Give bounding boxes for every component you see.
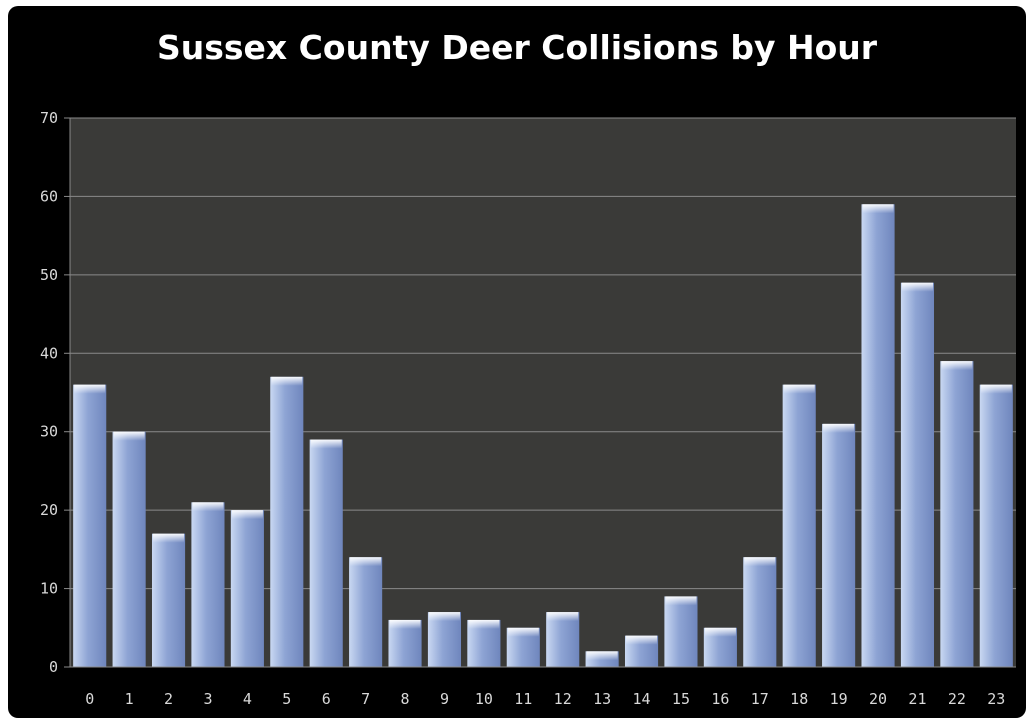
- y-tick-label: 0: [49, 658, 58, 676]
- bar-hour-12: [546, 612, 580, 667]
- bar-highlight: [980, 384, 1012, 394]
- x-tick-label: 0: [85, 690, 94, 708]
- bar-hour-17: [743, 557, 777, 667]
- bar-highlight: [428, 612, 461, 622]
- plot-area: [70, 118, 1016, 667]
- bars: [73, 204, 1013, 667]
- bar-highlight: [231, 510, 263, 520]
- x-tick-label: 2: [164, 690, 173, 708]
- x-tick-label: 1: [125, 690, 134, 708]
- bar-hour-2: [151, 533, 186, 667]
- bar-hour-21: [900, 282, 935, 667]
- bar-hour-1: [112, 431, 146, 667]
- bar-highlight: [625, 635, 658, 645]
- bar-highlight: [823, 423, 855, 433]
- bar-hour-0: [73, 384, 107, 667]
- y-tick-label: 40: [40, 344, 58, 362]
- bar-hour-4: [230, 510, 264, 667]
- bar-hour-23: [979, 384, 1013, 667]
- x-tick-label: 12: [554, 690, 572, 708]
- bar-highlight: [271, 376, 303, 386]
- bar-highlight: [192, 502, 224, 512]
- x-tick-label: 13: [593, 690, 611, 708]
- bar-highlight: [468, 619, 500, 629]
- bar-hour-20: [861, 204, 895, 667]
- bar-highlight: [901, 282, 934, 292]
- bar-highlight: [586, 651, 618, 661]
- bar-highlight: [310, 439, 342, 449]
- x-tick-label: 18: [790, 690, 808, 708]
- bar-highlight: [74, 384, 106, 394]
- bar-highlight: [152, 533, 185, 543]
- x-tick-label: 3: [203, 690, 212, 708]
- bar-highlight: [113, 431, 145, 441]
- bar-hour-6: [309, 439, 343, 667]
- y-tick-label: 70: [40, 109, 58, 127]
- bar-highlight: [941, 361, 973, 371]
- bar-highlight: [862, 204, 894, 214]
- x-tick-label: 5: [282, 690, 291, 708]
- x-tick-label: 4: [243, 690, 252, 708]
- bar-hour-9: [427, 612, 462, 667]
- x-tick-label: 8: [401, 690, 410, 708]
- bar-highlight: [704, 627, 736, 637]
- x-tick-label: 6: [322, 690, 331, 708]
- y-tick-label: 10: [40, 580, 58, 598]
- x-tick-label: 16: [711, 690, 729, 708]
- bar-hour-3: [191, 502, 225, 667]
- bar-highlight: [389, 619, 421, 629]
- x-tick-label: 19: [830, 690, 848, 708]
- y-tick-label: 30: [40, 423, 58, 441]
- bar-highlight: [783, 384, 815, 394]
- bar-highlight: [744, 557, 776, 567]
- bar-hour-7: [349, 557, 383, 667]
- chart-title: Sussex County Deer Collisions by Hour: [156, 28, 878, 67]
- bar-hour-18: [782, 384, 816, 667]
- y-tick-label: 60: [40, 187, 58, 205]
- x-tick-label: 11: [514, 690, 532, 708]
- bar-highlight: [350, 557, 382, 567]
- x-tick-label: 9: [440, 690, 449, 708]
- bar-hour-19: [822, 423, 856, 667]
- bar-highlight: [507, 627, 539, 637]
- x-tick-label: 23: [987, 690, 1005, 708]
- bar-hour-15: [664, 596, 698, 667]
- y-tick-label: 50: [40, 266, 58, 284]
- x-tick-label: 10: [475, 690, 493, 708]
- x-tick-label: 14: [633, 690, 651, 708]
- x-tick-label: 7: [361, 690, 370, 708]
- x-tick-label: 15: [672, 690, 690, 708]
- x-tick-label: 17: [751, 690, 769, 708]
- bar-hour-5: [270, 376, 304, 667]
- bar-highlight: [665, 596, 697, 606]
- y-tick-label: 20: [40, 501, 58, 519]
- bar-highlight: [547, 612, 579, 622]
- bar-hour-22: [940, 361, 974, 667]
- x-tick-label: 21: [908, 690, 926, 708]
- x-tick-label: 20: [869, 690, 887, 708]
- x-tick-label: 22: [948, 690, 966, 708]
